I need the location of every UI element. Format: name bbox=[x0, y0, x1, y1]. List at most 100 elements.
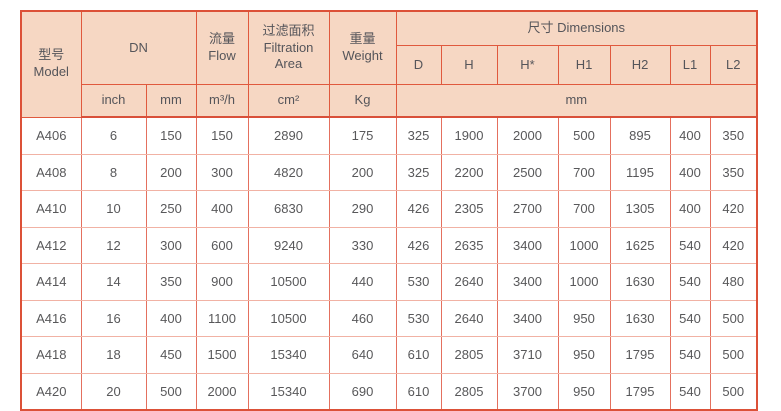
table-row: A412 12 300 600 9240 330 426 2635 3400 1… bbox=[20, 226, 758, 264]
cell-dim-hstar: 2700 bbox=[496, 190, 559, 228]
cell-dn-inch: 20 bbox=[80, 372, 147, 411]
unit-inch: inch bbox=[80, 84, 147, 118]
cell-dim-h2: 1795 bbox=[609, 336, 671, 374]
col-header-h-star: H* bbox=[496, 45, 559, 85]
unit-weight: Kg bbox=[328, 84, 397, 118]
cell-dim-l2: 420 bbox=[709, 226, 758, 264]
cell-dim-d: 426 bbox=[395, 226, 442, 264]
cell-dn-inch: 10 bbox=[80, 190, 147, 228]
col-header-dimensions: 尺寸 Dimensions bbox=[395, 10, 758, 46]
cell-dim-hstar: 3400 bbox=[496, 299, 559, 337]
cell-model: A420 bbox=[20, 372, 82, 411]
spec-table: 型号 Model DN 流量 Flow 过滤面积 Filtration Area… bbox=[20, 10, 759, 411]
table-row: A416 16 400 1100 10500 460 530 2640 3400… bbox=[20, 299, 758, 337]
cell-flow: 400 bbox=[195, 190, 249, 228]
cell-dim-d: 325 bbox=[395, 153, 442, 191]
cell-dim-h: 2305 bbox=[440, 190, 498, 228]
cell-dn-mm: 150 bbox=[145, 116, 197, 155]
col-header-h: H bbox=[440, 45, 498, 85]
col-header-d: D bbox=[395, 45, 442, 85]
cell-dim-h: 2640 bbox=[440, 299, 498, 337]
cell-dn-inch: 16 bbox=[80, 299, 147, 337]
cell-flow: 2000 bbox=[195, 372, 249, 411]
spec-table-container: 型号 Model DN 流量 Flow 过滤面积 Filtration Area… bbox=[20, 10, 759, 411]
table-row: A410 10 250 400 6830 290 426 2305 2700 7… bbox=[20, 190, 758, 228]
cell-dim-l1: 400 bbox=[669, 153, 711, 191]
cell-weight: 200 bbox=[328, 153, 397, 191]
cell-dim-l1: 540 bbox=[669, 263, 711, 301]
cell-dim-l2: 420 bbox=[709, 190, 758, 228]
cell-dim-hstar: 3400 bbox=[496, 263, 559, 301]
cell-dn-inch: 12 bbox=[80, 226, 147, 264]
cell-model: A414 bbox=[20, 263, 82, 301]
unit-area: cm² bbox=[247, 84, 330, 118]
cell-flow: 1500 bbox=[195, 336, 249, 374]
cell-flow: 300 bbox=[195, 153, 249, 191]
unit-flow: m³/h bbox=[195, 84, 249, 118]
col-header-l1: L1 bbox=[669, 45, 711, 85]
cell-area: 2890 bbox=[247, 116, 330, 155]
cell-dn-mm: 200 bbox=[145, 153, 197, 191]
cell-dim-h1: 700 bbox=[557, 190, 611, 228]
header-row-dimension-cols: D H H* H1 H2 L1 L2 bbox=[21, 45, 758, 85]
col-header-filtration-area: 过滤面积 Filtration Area bbox=[247, 10, 330, 85]
cell-weight: 440 bbox=[328, 263, 397, 301]
cell-dn-inch: 14 bbox=[80, 263, 147, 301]
unit-mm: mm bbox=[145, 84, 197, 118]
cell-dn-mm: 250 bbox=[145, 190, 197, 228]
cell-model: A418 bbox=[20, 336, 82, 374]
cell-dim-l2: 350 bbox=[709, 116, 758, 155]
cell-weight: 460 bbox=[328, 299, 397, 337]
cell-area: 9240 bbox=[247, 226, 330, 264]
col-header-weight: 重量 Weight bbox=[328, 10, 397, 85]
cell-dn-inch: 18 bbox=[80, 336, 147, 374]
cell-dim-h1: 950 bbox=[557, 299, 611, 337]
header-row-groups: 型号 Model DN 流量 Flow 过滤面积 Filtration Area… bbox=[20, 10, 758, 118]
cell-dim-h2: 1625 bbox=[609, 226, 671, 264]
cell-dim-l1: 400 bbox=[669, 116, 711, 155]
cell-area: 10500 bbox=[247, 263, 330, 301]
cell-dim-h2: 1630 bbox=[609, 263, 671, 301]
cell-weight: 640 bbox=[328, 336, 397, 374]
table-row: A420 20 500 2000 15340 690 610 2805 3700… bbox=[20, 372, 758, 411]
table-row: A414 14 350 900 10500 440 530 2640 3400 … bbox=[20, 263, 758, 301]
cell-dn-mm: 300 bbox=[145, 226, 197, 264]
cell-flow: 1100 bbox=[195, 299, 249, 337]
cell-dim-h1: 700 bbox=[557, 153, 611, 191]
cell-weight: 175 bbox=[328, 116, 397, 155]
cell-weight: 290 bbox=[328, 190, 397, 228]
cell-dim-h: 2805 bbox=[440, 372, 498, 411]
col-header-h1: H1 bbox=[557, 45, 611, 85]
cell-dim-d: 610 bbox=[395, 336, 442, 374]
col-header-h2: H2 bbox=[609, 45, 671, 85]
cell-dim-l2: 500 bbox=[709, 336, 758, 374]
cell-dim-hstar: 2000 bbox=[496, 116, 559, 155]
unit-dimensions: mm bbox=[395, 84, 758, 118]
cell-flow: 150 bbox=[195, 116, 249, 155]
cell-dim-h: 2805 bbox=[440, 336, 498, 374]
cell-dim-hstar: 3400 bbox=[496, 226, 559, 264]
cell-dn-inch: 8 bbox=[80, 153, 147, 191]
col-header-l2: L2 bbox=[709, 45, 758, 85]
cell-dim-h2: 1630 bbox=[609, 299, 671, 337]
cell-dim-l1: 540 bbox=[669, 336, 711, 374]
table-body: A406 6 150 150 2890 175 325 1900 2000 50… bbox=[20, 116, 758, 411]
table-row: A418 18 450 1500 15340 640 610 2805 3710… bbox=[20, 336, 758, 374]
cell-dim-d: 530 bbox=[395, 299, 442, 337]
cell-dim-h2: 1195 bbox=[609, 153, 671, 191]
cell-dim-d: 610 bbox=[395, 372, 442, 411]
cell-dim-l1: 540 bbox=[669, 299, 711, 337]
cell-dn-mm: 450 bbox=[145, 336, 197, 374]
cell-area: 15340 bbox=[247, 336, 330, 374]
cell-dim-l2: 500 bbox=[709, 372, 758, 411]
cell-dn-mm: 350 bbox=[145, 263, 197, 301]
cell-dn-mm: 400 bbox=[145, 299, 197, 337]
cell-area: 15340 bbox=[247, 372, 330, 411]
cell-area: 4820 bbox=[247, 153, 330, 191]
col-header-model: 型号 Model bbox=[20, 10, 82, 118]
cell-dim-h: 2635 bbox=[440, 226, 498, 264]
cell-dim-h: 2640 bbox=[440, 263, 498, 301]
cell-dim-h2: 895 bbox=[609, 116, 671, 155]
col-header-dn: DN bbox=[80, 10, 197, 85]
table-row: A406 6 150 150 2890 175 325 1900 2000 50… bbox=[20, 116, 758, 155]
